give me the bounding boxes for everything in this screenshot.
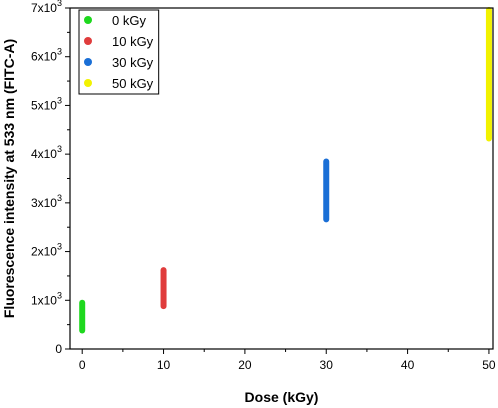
legend-marker [84,79,92,87]
x-tick-label: 20 [238,358,252,372]
x-tick-label: 30 [320,358,334,372]
legend-label: 30 kGy [112,55,154,70]
plot-series [79,6,492,334]
x-axis: 0 10 20 30 40 50 [79,349,496,372]
legend-marker [84,58,92,66]
legend-label: 50 kGy [112,76,154,91]
y-tick-label: 2x103 [31,242,62,259]
legend: 0 kGy 10 kGy 30 kGy 50 kGy [78,9,160,95]
y-tick-label: 6x103 [31,47,62,64]
legend-marker [84,16,92,24]
legend-box [78,9,160,95]
x-tick-label: 10 [157,358,171,372]
legend-label: 0 kGy [112,13,146,28]
y-tick-label: 0 [55,342,62,356]
y-tick-label: 1x103 [31,290,62,307]
legend-label: 10 kGy [112,34,154,49]
x-tick-label: 40 [401,358,415,372]
y-tick-label: 7x103 [31,0,62,15]
x-axis-title: Dose (kGy) [245,389,319,405]
y-tick-label: 3x103 [31,193,62,210]
x-tick-label: 0 [79,358,86,372]
y-axis: 0 1x103 2x103 3x103 4x103 5x103 6x103 7x103 [31,0,70,356]
legend-marker [84,37,92,45]
y-axis-title: Fluorescence intensity at 533 nm (FITC-A… [1,39,17,318]
x-tick-label: 50 [482,358,496,372]
y-tick-label: 4x103 [31,144,62,161]
y-tick-label: 5x103 [31,95,62,112]
